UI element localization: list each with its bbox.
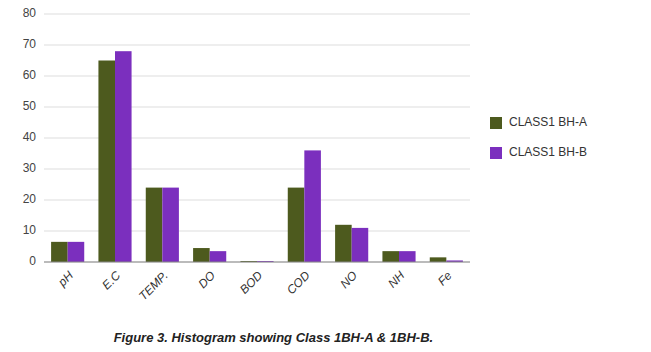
legend-label: CLASS1 BH-A <box>509 115 587 129</box>
grid <box>44 14 470 262</box>
bar <box>210 251 227 262</box>
bar <box>193 248 210 262</box>
bar <box>304 150 321 262</box>
bar <box>382 251 399 262</box>
x-tick-label: BOD <box>237 268 266 297</box>
bar <box>146 188 163 262</box>
grid-line <box>44 14 470 15</box>
y-tick-label: 0 <box>29 254 36 268</box>
x-tick-label: COD <box>284 268 313 297</box>
bar <box>98 61 115 263</box>
x-tick-label: TEMP. <box>136 268 171 303</box>
x-tick-label: Fe <box>435 268 455 288</box>
y-tick-label: 40 <box>23 130 37 144</box>
bar <box>288 188 305 262</box>
bar <box>115 51 132 262</box>
x-tick-label: NH <box>385 268 407 290</box>
bar <box>399 251 416 262</box>
bar <box>352 228 369 262</box>
legend: CLASS1 BH-A CLASS1 BH-B <box>490 115 587 159</box>
x-tick-label: E.C <box>99 268 123 292</box>
x-tick-label: DO <box>195 268 218 291</box>
x-axis-line <box>44 262 470 263</box>
x-tick-label: NO <box>337 268 360 291</box>
grid-line <box>44 45 470 46</box>
bar <box>335 225 352 262</box>
bar <box>430 257 447 262</box>
chart-container: 0 10 20 30 40 50 60 70 80 pH E.C TEMP. DO BOD COD NO NH F… <box>0 0 651 352</box>
y-tick-label: 20 <box>23 192 37 206</box>
y-tick-label: 50 <box>23 99 37 113</box>
y-tick-label: 30 <box>23 161 37 175</box>
y-tick-label: 60 <box>23 68 37 82</box>
chart: 0 10 20 30 40 50 60 70 80 pH E.C TEMP. DO BOD COD NO NH F… <box>0 0 651 352</box>
bar <box>68 242 85 262</box>
y-tick-label: 80 <box>23 6 37 20</box>
grid-line <box>44 262 470 263</box>
legend-label: CLASS1 BH-B <box>509 145 587 159</box>
y-tick-label: 70 <box>23 37 37 51</box>
y-tick-label: 10 <box>23 223 37 237</box>
bar <box>51 242 68 262</box>
bars <box>51 51 463 262</box>
caption: Figure 3. Histogram showing Class 1BH-A … <box>114 330 434 345</box>
bar <box>162 188 179 262</box>
legend-swatch <box>490 117 502 129</box>
legend-swatch <box>490 147 502 159</box>
x-tick-label: pH <box>55 268 77 290</box>
